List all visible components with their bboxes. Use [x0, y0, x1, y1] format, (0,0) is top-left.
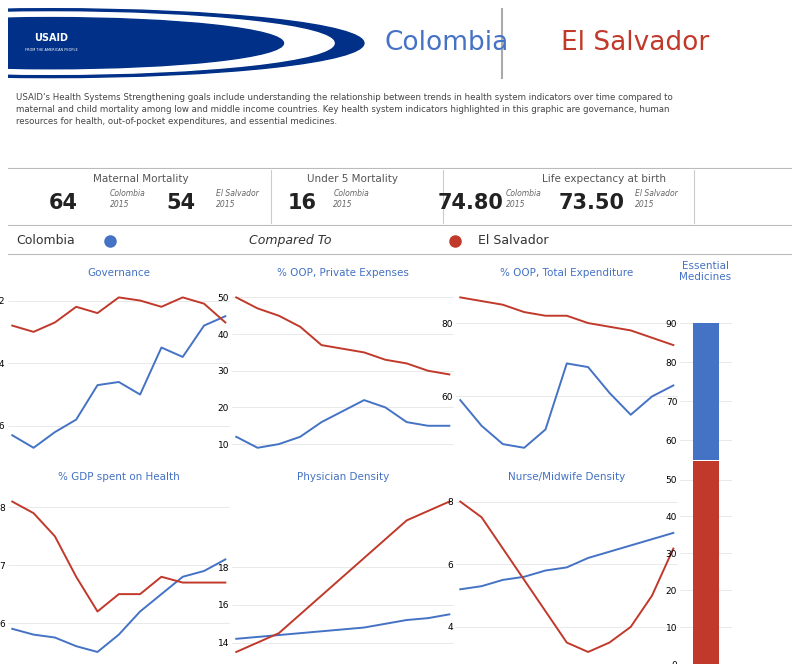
Text: El Salvador: El Salvador: [478, 234, 549, 247]
Text: 2015: 2015: [506, 200, 526, 208]
Circle shape: [0, 9, 364, 78]
Circle shape: [0, 17, 283, 69]
Text: USAID's Health Systems Strengthening goals include understanding the relationshi: USAID's Health Systems Strengthening goa…: [16, 93, 673, 125]
Text: Life expectancy at birth: Life expectancy at birth: [542, 174, 666, 184]
Text: Under 5 Mortality: Under 5 Mortality: [307, 174, 398, 184]
Text: 54: 54: [166, 193, 195, 213]
Text: Colombia: Colombia: [16, 234, 74, 247]
Text: USAID: USAID: [34, 33, 68, 43]
Text: Physician Density: Physician Density: [297, 471, 389, 482]
Text: 2015: 2015: [216, 200, 235, 208]
Text: Compared To: Compared To: [249, 234, 331, 247]
Text: Nurse/Midwife Density: Nurse/Midwife Density: [508, 471, 626, 482]
Bar: [693, 424, 719, 664]
Text: % GDP spent on Health: % GDP spent on Health: [58, 471, 180, 482]
Text: 64: 64: [48, 193, 78, 213]
Text: % OOP, Private Expenses: % OOP, Private Expenses: [277, 268, 409, 278]
Text: 16: 16: [287, 193, 317, 213]
Text: % OOP, Total Expenditure: % OOP, Total Expenditure: [500, 268, 634, 278]
Bar: [693, 323, 719, 664]
Text: 2015: 2015: [635, 200, 654, 208]
Text: 2015: 2015: [110, 200, 130, 208]
Text: El Salvador: El Salvador: [635, 189, 678, 197]
Text: Colombia: Colombia: [385, 30, 509, 56]
Text: Colombia: Colombia: [506, 189, 542, 197]
Text: 73.50: 73.50: [559, 193, 625, 213]
Text: Country Profile: Country Profile: [95, 33, 250, 53]
Text: Colombia: Colombia: [334, 189, 369, 197]
Text: 2015: 2015: [334, 200, 353, 208]
Circle shape: [0, 12, 334, 74]
Text: Maternal Mortality: Maternal Mortality: [94, 174, 189, 184]
Text: 74.80: 74.80: [438, 193, 503, 213]
Text: El Salvador: El Salvador: [216, 189, 258, 197]
Text: Essential
Medicines: Essential Medicines: [679, 260, 731, 282]
Text: El Salvador: El Salvador: [561, 30, 710, 56]
Text: Colombia: Colombia: [110, 189, 146, 197]
Text: Governance: Governance: [87, 268, 150, 278]
Text: FROM THE AMERICAN PEOPLE: FROM THE AMERICAN PEOPLE: [25, 48, 78, 52]
